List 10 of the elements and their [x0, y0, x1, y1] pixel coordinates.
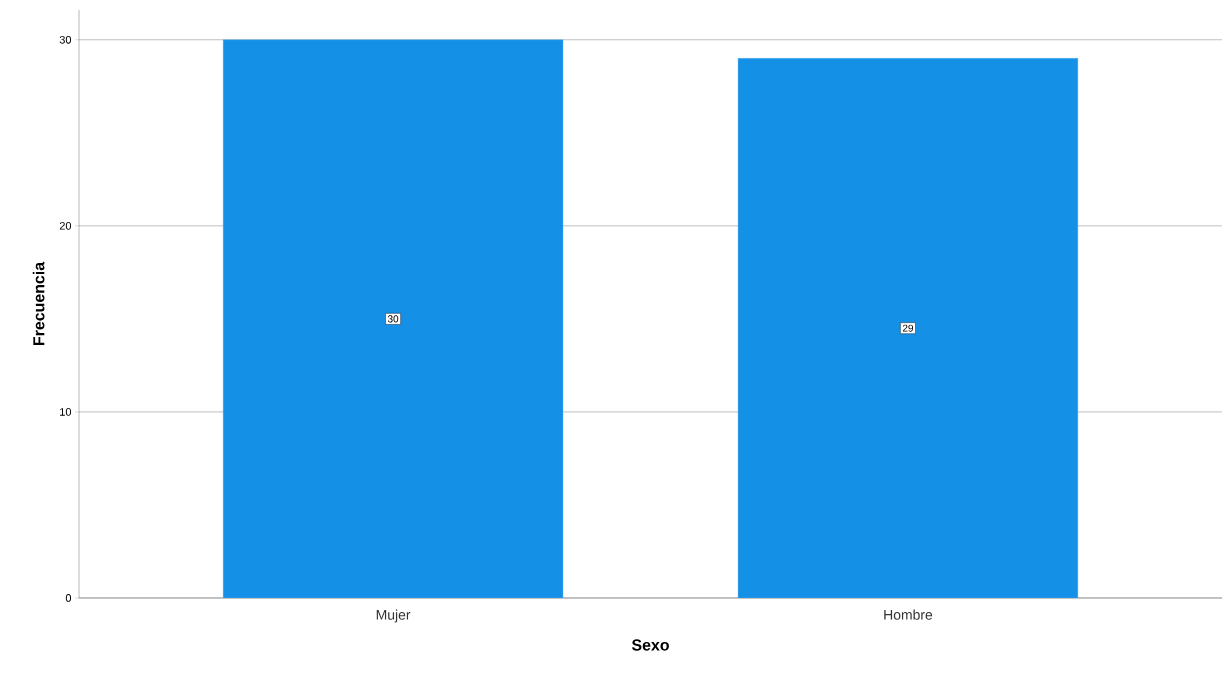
x-axis-title: Sexo	[631, 639, 669, 651]
data-label: 30	[387, 315, 399, 323]
y-axis-title: Frecuencia	[32, 261, 45, 346]
x-tick-label: Mujer	[376, 609, 411, 623]
x-tick-label: Hombre	[884, 609, 933, 620]
y-tick-label: 10	[60, 408, 72, 416]
y-tick-label: 30	[59, 35, 72, 44]
data-label: 29	[902, 324, 914, 332]
y-tick-label: 20	[59, 221, 72, 230]
y-tick-label: 0	[65, 594, 72, 602]
